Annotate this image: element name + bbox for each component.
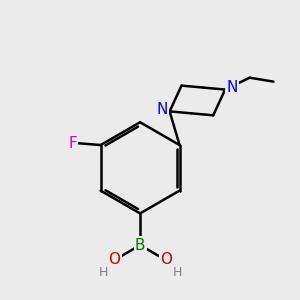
Text: O: O (108, 252, 120, 267)
Text: N: N (226, 80, 238, 95)
Text: B: B (135, 238, 145, 253)
Text: F: F (68, 136, 77, 151)
Text: N: N (157, 102, 168, 117)
Text: H: H (172, 266, 182, 279)
Text: H: H (98, 266, 108, 279)
Text: O: O (160, 252, 172, 267)
